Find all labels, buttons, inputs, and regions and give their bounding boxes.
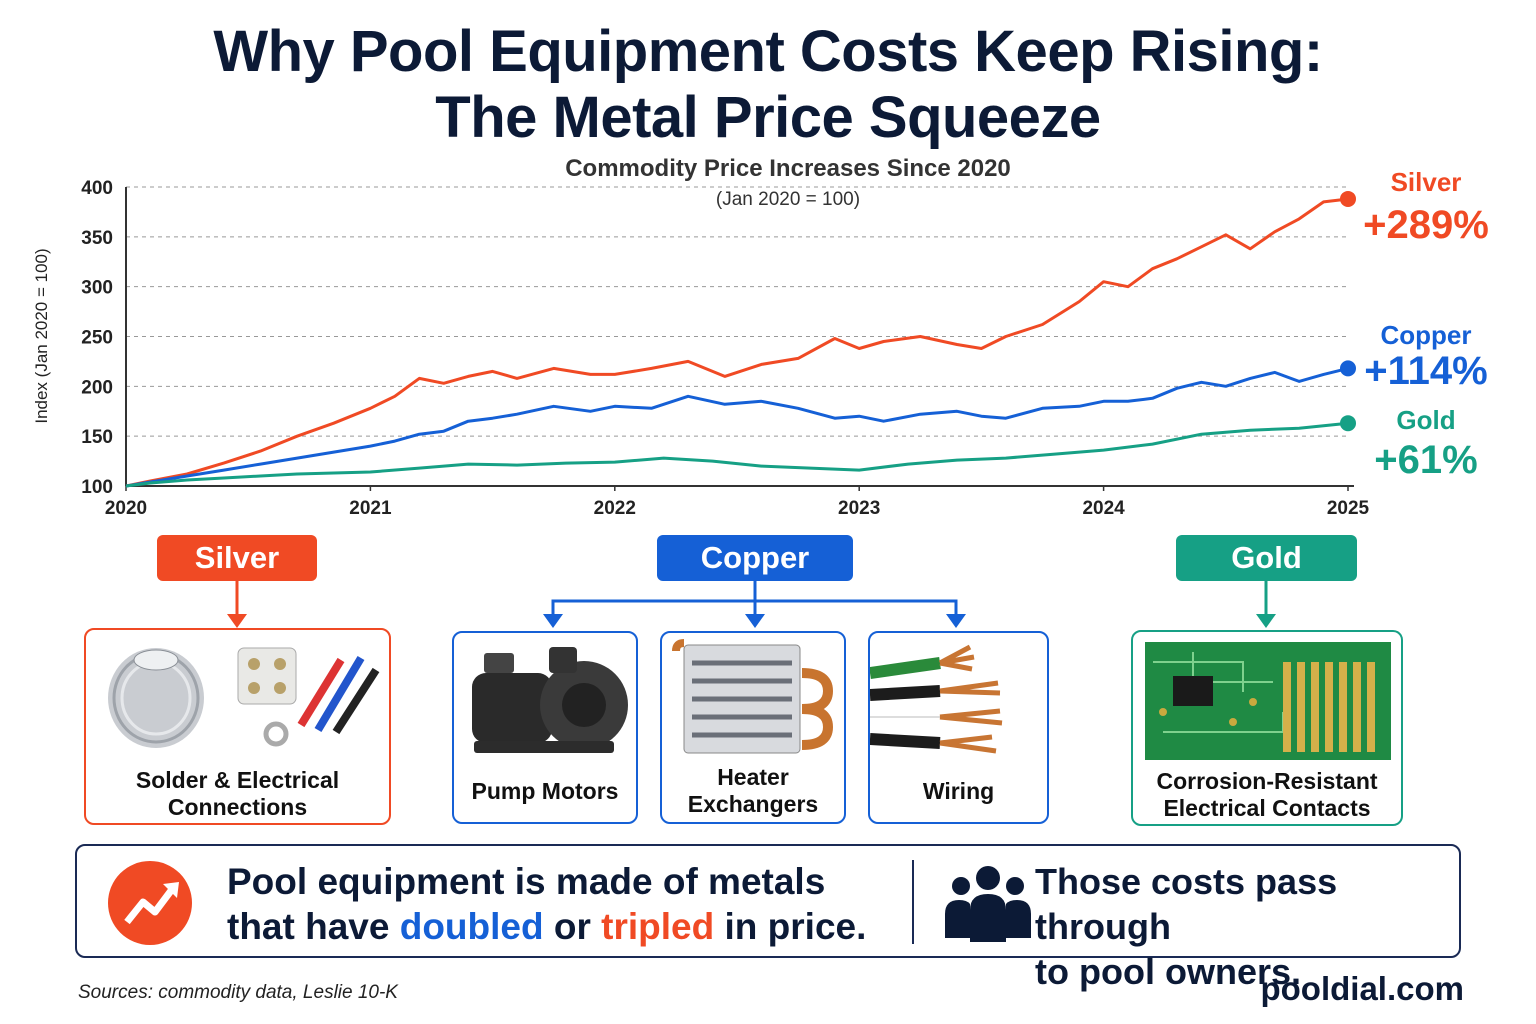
banner-text-fragment: in price. (714, 906, 867, 947)
banner-right-line-1: Those costs pass through (1035, 861, 1338, 947)
chart-subtitle: (Jan 2020 = 100) (716, 189, 860, 210)
x-tick-label: 2020 (105, 498, 147, 519)
series-endpoint-copper (1340, 360, 1356, 377)
chart-title: Commodity Price Increases Since 2020 (565, 155, 1011, 182)
x-tick-label: 2023 (838, 498, 880, 519)
y-tick-label: 350 (81, 228, 113, 249)
series-change-gold: +61% (1374, 438, 1477, 482)
series-endpoint-silver (1340, 190, 1356, 207)
x-tick-label: 2024 (1082, 498, 1125, 519)
series-label-copper: Copper (1381, 320, 1472, 350)
y-tick-label: 250 (81, 328, 113, 349)
banner-divider (912, 860, 914, 944)
page-title: Why Pool Equipment Costs Keep Rising: (213, 19, 1323, 84)
tripled-word: tripled (601, 906, 715, 947)
y-tick-label: 200 (81, 377, 113, 398)
banner-left-text: Pool equipment is made of metals that ha… (227, 859, 927, 949)
connector-arrows (227, 581, 1276, 628)
gold-tag: Gold (1176, 535, 1357, 581)
people-group-icon (945, 866, 1031, 942)
series-label-silver: Silver (1391, 167, 1462, 197)
series-label-gold: Gold (1396, 405, 1455, 435)
silver-uses-card: Solder & Electrical Connections (84, 628, 391, 825)
banner-right-line-2: to pool owners. (1035, 951, 1301, 992)
series-line-gold (125, 421, 1349, 488)
solder-spool-and-connectors-image (108, 647, 380, 748)
price-index-chart: Commodity Price Increases Since 2020 (Jan… (32, 155, 1489, 519)
wiring-card: Wiring (868, 631, 1049, 824)
copper-wires-image (870, 644, 1003, 754)
series-change-copper: +114% (1364, 349, 1487, 393)
heater-exchangers-label: Heater Exchangers (687, 764, 819, 817)
silver-uses-label: Solder & Electrical Connections (135, 767, 340, 820)
x-tick-label: 2021 (349, 498, 392, 519)
series-line-silver (125, 197, 1349, 488)
x-tick-label: 2022 (594, 498, 636, 519)
sources-note: Sources: commodity data, Leslie 10-K (78, 982, 398, 1003)
heat-exchanger-image (672, 639, 834, 754)
series-change-silver: +289% (1363, 203, 1489, 247)
wiring-label: Wiring (922, 778, 995, 804)
y-tick-label: 400 (81, 178, 113, 199)
y-tick-label: 300 (81, 278, 113, 299)
series-line-copper (125, 366, 1349, 488)
circuit-board-image (1145, 642, 1391, 760)
banner-text-fragment: or (543, 906, 602, 947)
y-tick-label: 100 (81, 477, 113, 498)
pump-motor-image (472, 647, 628, 753)
trending-up-icon (108, 861, 192, 945)
y-axis-label: Index (Jan 2020 = 100) (32, 248, 51, 423)
series-endpoint-gold (1340, 415, 1356, 432)
doubled-word: doubled (399, 906, 544, 947)
heater-exchangers-card: Heater Exchangers (660, 631, 846, 824)
banner-text-fragment: that have (227, 906, 400, 947)
gold-uses-card: Corrosion-Resistant Electrical Contacts (1131, 630, 1403, 826)
silver-tag: Silver (157, 535, 317, 581)
pump-motors-card: Pump Motors (452, 631, 638, 824)
banner-right-text: Those costs pass through to pool owners. (1035, 859, 1455, 994)
brand-link[interactable]: pooldial.com (1260, 970, 1464, 1007)
y-tick-label: 150 (81, 427, 113, 448)
banner-left-line-1: Pool equipment is made of metals (227, 861, 826, 902)
copper-tag: Copper (657, 535, 853, 581)
summary-banner: Pool equipment is made of metals that ha… (75, 844, 1461, 992)
gold-uses-label: Corrosion-Resistant Electrical Contacts (1156, 768, 1378, 821)
x-tick-label: 2025 (1327, 498, 1370, 519)
page-title-line-2: The Metal Price Squeeze (435, 85, 1101, 150)
banner-left-line-2: that have doubled or tripled in price. (227, 904, 927, 949)
pump-motors-label: Pump Motors (471, 778, 619, 804)
